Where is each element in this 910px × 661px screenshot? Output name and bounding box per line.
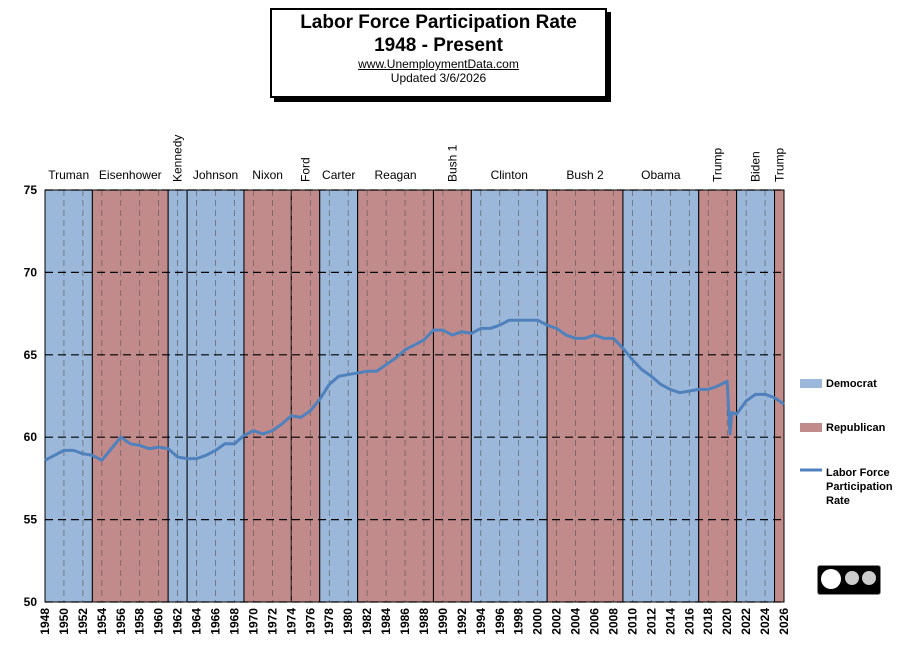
- term-band: [357, 189, 434, 603]
- x-tick-label: 1954: [95, 608, 109, 635]
- x-tick-label: 2004: [569, 608, 583, 635]
- x-tick-label: 2010: [625, 608, 639, 635]
- x-tick-label: 1996: [493, 608, 507, 635]
- x-tick-label: 1948: [38, 608, 52, 635]
- term-band: [698, 189, 738, 603]
- x-tick-label: 1960: [152, 608, 166, 635]
- x-tick-label: 1982: [360, 608, 374, 635]
- x-tick-label: 2002: [550, 608, 564, 635]
- chart-title: Labor Force Participation Rate: [300, 12, 577, 33]
- x-tick-label: 1976: [303, 608, 317, 635]
- term-label: Johnson: [193, 168, 238, 182]
- x-tick-label: 1958: [133, 608, 147, 635]
- term-band: [319, 189, 359, 603]
- source: www.UnemploymentData.com: [358, 57, 519, 71]
- term-band: [622, 189, 700, 603]
- x-tick-label: 1998: [512, 608, 526, 635]
- term-band: [243, 189, 292, 603]
- y-tick-label: 50: [24, 595, 38, 609]
- term-band: [290, 189, 321, 603]
- x-tick-label: 1974: [284, 608, 298, 635]
- x-tick-label: 2008: [606, 608, 620, 635]
- x-tick-label: 1950: [57, 608, 71, 635]
- legend-label: Labor Force Participation Rate: [826, 467, 893, 507]
- term-label: Truman: [48, 168, 89, 182]
- x-tick-label: 1964: [190, 608, 204, 635]
- x-tick-label: 2000: [531, 608, 545, 635]
- term-label: Eisenhower: [99, 168, 162, 182]
- x-tick-label: 2024: [758, 608, 772, 635]
- x-tick-label: 2020: [720, 608, 734, 635]
- x-tick-label: 1968: [227, 608, 241, 635]
- x-tick-label: 1972: [265, 608, 279, 635]
- x-tick-label: 1988: [417, 608, 431, 635]
- y-tick-label: 70: [24, 265, 38, 279]
- term-band: [774, 189, 785, 603]
- term-label: Reagan: [375, 168, 417, 182]
- term-band: [470, 189, 548, 603]
- license-icon: [817, 565, 881, 595]
- x-tick-label: 2016: [682, 608, 696, 635]
- term-band: [546, 189, 624, 603]
- term-label: Trump: [772, 147, 786, 182]
- term-band: [91, 189, 169, 603]
- x-tick-label: 1980: [341, 608, 355, 635]
- chart-subtitle: 1948 - Present: [374, 35, 503, 56]
- legend-swatch: [800, 379, 822, 388]
- legend-swatch: [800, 423, 822, 432]
- x-tick-label: 1984: [379, 608, 393, 635]
- y-tick-label: 65: [24, 348, 38, 362]
- updated: Updated 3/6/2026: [390, 71, 487, 85]
- term-label: Nixon: [252, 168, 283, 182]
- plot-frame: [44, 189, 785, 603]
- term-label: Clinton: [491, 168, 528, 182]
- x-tick-label: 1986: [398, 608, 412, 635]
- term-label: Bush 1: [445, 144, 459, 182]
- x-tick-label: 1990: [436, 608, 450, 635]
- term-band: [432, 189, 472, 603]
- x-tick-label: 1994: [474, 608, 488, 635]
- x-tick-label: 1952: [76, 608, 90, 635]
- x-tick-label: 2026: [777, 608, 791, 635]
- y-tick-label: 60: [24, 430, 38, 444]
- x-tick-label: 1956: [114, 608, 128, 635]
- x-tick-label: 2006: [588, 608, 602, 635]
- x-tick-label: 1978: [322, 608, 336, 635]
- legend-label: Democrat: [826, 378, 877, 390]
- term-band: [44, 189, 93, 603]
- x-tick-label: 2018: [701, 608, 715, 635]
- term-label: Ford: [299, 157, 313, 182]
- x-tick-label: 2014: [663, 608, 677, 635]
- x-tick-label: 1966: [209, 608, 223, 635]
- term-label: Kennedy: [171, 135, 185, 182]
- term-label: Obama: [641, 168, 681, 182]
- y-tick-label: 55: [24, 513, 38, 527]
- x-tick-label: 1970: [246, 608, 260, 635]
- x-tick-label: 2022: [739, 608, 753, 635]
- title-box: Labor Force Participation Rate 1948 - Pr…: [270, 8, 607, 98]
- data-line: [44, 318, 785, 462]
- legend-label: Republican: [826, 422, 886, 434]
- term-label: Carter: [322, 168, 355, 182]
- x-tick-label: 1962: [171, 608, 185, 635]
- x-tick-label: 2012: [644, 608, 658, 635]
- x-tick-label: 1992: [455, 608, 469, 635]
- term-label: Trump: [711, 147, 725, 182]
- term-label: Biden: [749, 151, 763, 182]
- y-tick-label: 75: [24, 183, 38, 197]
- term-label: Bush 2: [566, 168, 604, 182]
